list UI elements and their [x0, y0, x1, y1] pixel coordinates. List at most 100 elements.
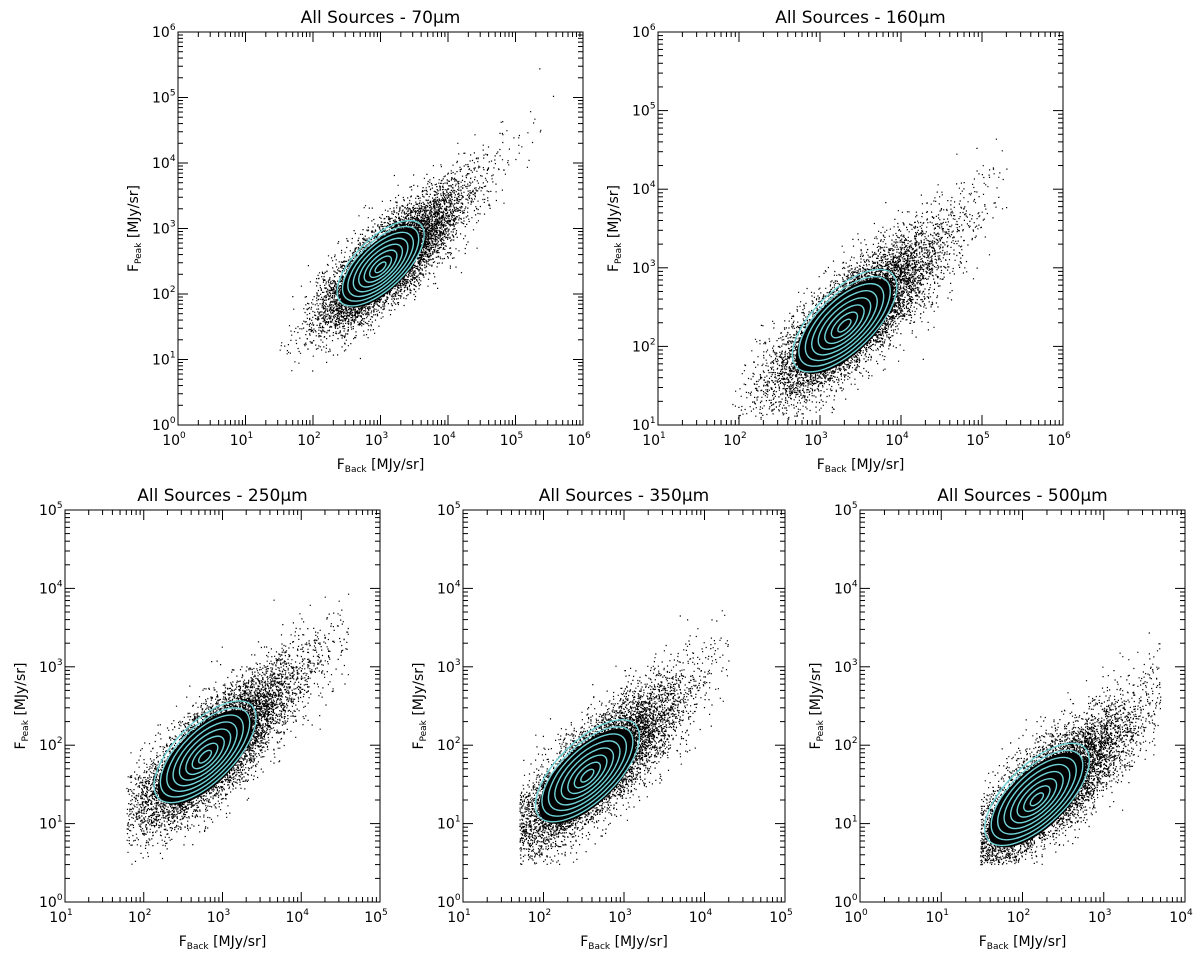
y-tick-label: 103	[152, 220, 176, 238]
ticks	[657, 31, 1064, 426]
contours	[983, 742, 1091, 847]
x-tick-label: 103	[804, 431, 828, 449]
y-tick-label: 103	[834, 658, 858, 676]
y-tick-label: 102	[834, 736, 858, 754]
contour-4	[178, 728, 232, 781]
contour-3	[1016, 778, 1058, 818]
contour-3	[567, 754, 608, 795]
y-tick-label: 104	[632, 180, 656, 198]
contour-2	[368, 255, 393, 279]
contours	[153, 700, 257, 804]
y-tick-label: 106	[632, 23, 656, 41]
contour-4	[1010, 770, 1064, 824]
chart-title: All Sources - 500μm	[937, 486, 1108, 506]
contour-6	[347, 231, 414, 298]
y-tick-label: 104	[437, 579, 461, 597]
contour-2	[191, 742, 219, 770]
contour-8	[983, 742, 1091, 847]
scatter-core	[157, 710, 253, 805]
scatter-core	[795, 278, 893, 374]
contour-1	[374, 261, 387, 274]
x-tick-label: 105	[966, 431, 990, 449]
y-tick-label: 100	[39, 893, 63, 911]
plot-frame	[462, 509, 786, 903]
ticks	[462, 509, 786, 903]
panel-0: 100 101 102 103 104 105 1061001011021031041051…	[126, 8, 591, 475]
x-axis-label: FBack [MJy/sr]	[817, 457, 905, 475]
x-tick-label: 106	[567, 431, 591, 449]
x-tick-label: 104	[689, 908, 713, 926]
y-tick-label: 104	[39, 579, 63, 597]
contour-1	[197, 749, 213, 764]
y-tick-label: 104	[152, 154, 176, 172]
y-tick-label: 104	[834, 579, 858, 597]
contour-5	[172, 721, 238, 787]
x-tick-label: 101	[447, 908, 471, 926]
x-tick-label: 101	[49, 908, 73, 926]
x-tick-label: 105	[364, 908, 388, 926]
y-axis-label: FPeak [MJy/sr]	[606, 185, 624, 272]
x-tick-label: 101	[230, 431, 254, 449]
chart-title: All Sources - 70μm	[301, 8, 461, 28]
y-tick-label: 105	[39, 501, 63, 519]
contour-8	[336, 219, 425, 307]
x-tick-label: 101	[925, 908, 949, 926]
chart-title: All Sources - 350μm	[539, 486, 710, 506]
y-tick-label: 101	[834, 815, 858, 833]
plot-frame	[657, 31, 1064, 426]
plot-frame	[177, 31, 584, 426]
x-tick-label: 104	[1169, 908, 1193, 926]
x-tick-label: 102	[723, 431, 747, 449]
ticks	[177, 31, 584, 426]
x-tick-label: 103	[365, 431, 389, 449]
scatter-core	[539, 728, 636, 824]
x-tick-label: 103	[608, 908, 632, 926]
contour-5	[352, 237, 409, 293]
contour-7	[541, 726, 634, 817]
contour-1	[1029, 792, 1045, 807]
y-tick-label: 101	[437, 815, 461, 833]
x-axis-label: FBack [MJy/sr]	[979, 934, 1067, 952]
x-tick-label: 102	[297, 431, 321, 449]
contour-7	[798, 275, 891, 367]
contour-8	[153, 700, 257, 804]
contour-5	[554, 740, 621, 806]
y-axis-label: FPeak [MJy/sr]	[411, 662, 429, 749]
contour-2	[1023, 785, 1051, 813]
y-axis-label: FPeak [MJy/sr]	[808, 662, 826, 749]
x-axis-label: FBack [MJy/sr]	[580, 934, 668, 952]
contour-5	[1003, 763, 1071, 830]
panel-1: 101 102 103 104 105 106 101 102 103 104 105 106 All …	[606, 8, 1071, 475]
y-tick-label: 102	[437, 736, 461, 754]
x-tick-label: 103	[1088, 908, 1112, 926]
contour-7	[990, 749, 1084, 841]
y-tick-label: 106	[152, 23, 176, 41]
y-tick-label: 103	[39, 658, 63, 676]
scatter-core	[340, 228, 421, 308]
y-tick-label: 105	[437, 501, 461, 519]
y-tick-label: 103	[437, 658, 461, 676]
contour-8	[534, 719, 641, 823]
scatter-core	[988, 752, 1086, 848]
contour-4	[358, 243, 404, 288]
x-tick-label: 104	[432, 431, 456, 449]
ticks	[64, 509, 381, 903]
x-tick-label: 105	[500, 431, 524, 449]
contour-4	[560, 747, 615, 800]
scatter-points	[732, 138, 1008, 420]
x-axis-label: FBack [MJy/sr]	[179, 934, 267, 952]
contour-7	[341, 225, 420, 302]
contour-2	[573, 761, 602, 789]
chart-title: All Sources - 250μm	[137, 486, 308, 506]
contour-7	[159, 707, 251, 798]
y-tick-label: 100	[152, 416, 176, 434]
x-tick-label: 102	[1007, 908, 1031, 926]
contour-4	[817, 297, 872, 350]
contour-2	[830, 311, 859, 339]
contour-6	[804, 282, 885, 362]
x-axis-label: FBack [MJy/sr]	[337, 457, 425, 475]
